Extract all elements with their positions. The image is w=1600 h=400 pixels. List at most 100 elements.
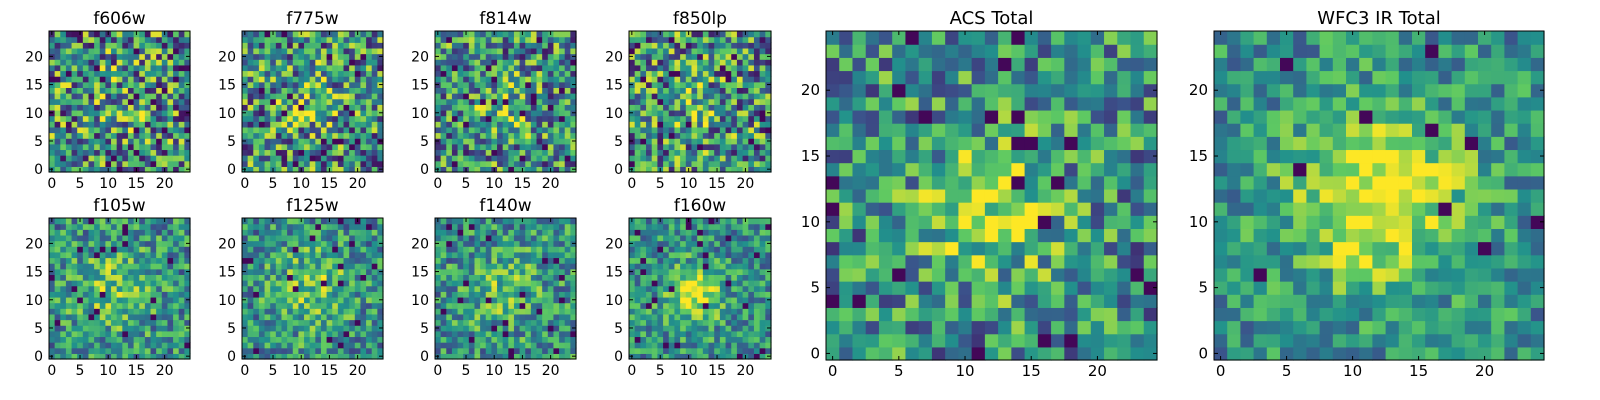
heatmap-cell <box>349 336 356 343</box>
heatmap-cell <box>714 342 721 349</box>
heatmap-cell <box>646 353 653 360</box>
heatmap-cell <box>161 257 169 264</box>
heatmap-cell <box>570 251 577 259</box>
heatmap-cell <box>173 138 180 145</box>
heatmap-cell <box>480 296 487 304</box>
heatmap-cell <box>691 132 698 139</box>
heatmap-cell <box>320 104 328 111</box>
heatmap-cell <box>440 81 447 88</box>
heatmap-cell <box>360 246 367 253</box>
heatmap-cell <box>708 87 715 94</box>
heatmap-cell <box>759 308 766 315</box>
heatmap-cell <box>646 64 653 72</box>
heatmap-cell <box>326 330 333 338</box>
heatmap-cell <box>508 336 515 343</box>
heatmap-cell <box>105 87 112 94</box>
heatmap-cell <box>71 313 78 321</box>
heatmap-cell <box>371 285 378 292</box>
heatmap-cell <box>88 70 95 77</box>
heatmap-cell <box>139 330 146 338</box>
heatmap-cell <box>156 36 163 43</box>
heatmap-cell <box>640 36 647 43</box>
heatmap-cell <box>663 76 670 83</box>
heatmap-cell <box>173 64 180 72</box>
heatmap-cell <box>167 138 174 145</box>
heatmap-cell <box>337 342 345 349</box>
y-tick-label: 15 <box>605 78 623 94</box>
heatmap-cell <box>508 257 515 264</box>
heatmap-cell <box>133 263 140 270</box>
heatmap-cell <box>502 257 509 264</box>
heatmap-cell <box>54 36 61 43</box>
heatmap-cell <box>485 330 492 338</box>
heatmap-cell <box>371 115 378 122</box>
heatmap-cell <box>360 76 367 83</box>
heatmap-cell <box>759 87 766 94</box>
heatmap-cell <box>714 160 721 167</box>
heatmap-cell <box>156 47 163 55</box>
heatmap-cell <box>553 313 560 321</box>
heatmap-cell <box>122 223 129 230</box>
heatmap-cell <box>468 223 476 230</box>
heatmap-cell <box>122 59 129 66</box>
heatmap-cell <box>332 347 339 354</box>
heatmap-cell <box>275 246 283 253</box>
heatmap-cell <box>725 104 732 111</box>
heatmap-cell <box>570 291 577 298</box>
heatmap-cell <box>753 353 761 360</box>
heatmap-cell <box>264 313 271 321</box>
heatmap-cell <box>247 263 254 270</box>
heatmap-cell <box>326 115 333 122</box>
heatmap-cell <box>264 166 271 173</box>
heatmap-cell <box>343 313 350 321</box>
heatmap-cell <box>542 138 549 145</box>
heatmap-cell <box>451 280 459 287</box>
heatmap-cell <box>435 36 442 43</box>
heatmap-cell <box>127 31 135 38</box>
heatmap-cell <box>497 342 504 349</box>
heatmap-cell <box>468 285 476 292</box>
heatmap-cell <box>519 109 526 117</box>
heatmap-cell <box>82 313 90 321</box>
heatmap-cell <box>691 42 698 49</box>
heatmap-cell <box>480 115 487 122</box>
heatmap-cell <box>326 268 333 275</box>
heatmap-cell <box>451 263 459 270</box>
heatmap-cell <box>287 251 294 259</box>
heatmap-cell <box>497 104 504 111</box>
heatmap-cell <box>736 280 744 287</box>
heatmap-cell <box>736 104 744 111</box>
heatmap-cell <box>270 64 277 72</box>
heatmap-cell <box>275 319 283 326</box>
heatmap-cell <box>564 138 571 145</box>
heatmap-cell <box>435 160 442 167</box>
heatmap-cell <box>150 229 157 236</box>
heatmap-cell <box>326 132 333 139</box>
heatmap-cell <box>759 325 766 332</box>
heatmap-cell <box>139 47 146 55</box>
heatmap-cell <box>474 246 481 253</box>
heatmap-cell <box>463 47 470 55</box>
heatmap-cell <box>753 319 761 326</box>
heatmap-cell <box>651 121 658 128</box>
heatmap-cell <box>354 240 362 247</box>
heatmap-cell <box>337 353 345 360</box>
heatmap-cell <box>167 47 174 55</box>
heatmap-cell <box>270 121 277 128</box>
heatmap-cell <box>457 240 464 247</box>
heatmap-cell <box>663 308 670 315</box>
heatmap-cell <box>674 308 681 315</box>
heatmap-cell <box>298 149 305 156</box>
heatmap-cell <box>736 353 744 360</box>
heatmap-cell <box>49 76 56 83</box>
heatmap-cell <box>536 325 543 332</box>
heatmap-cell <box>513 81 521 88</box>
heatmap-cell <box>139 246 146 253</box>
heatmap-cell <box>463 319 470 326</box>
heatmap-cell <box>287 234 294 242</box>
heatmap-cell <box>354 160 362 167</box>
heatmap-cell <box>298 268 305 275</box>
heatmap-cell <box>360 155 367 162</box>
heatmap-cell <box>156 138 163 145</box>
heatmap-cell <box>49 104 56 111</box>
